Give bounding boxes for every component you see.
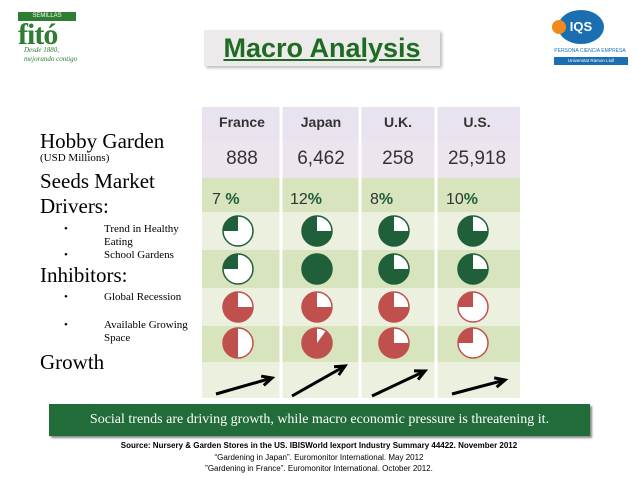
inhibitor-item-label: Available Growing Space — [104, 319, 188, 344]
inhibitors-label: Inhibitors: — [40, 263, 128, 287]
driver-item-label: Trend in Healthy Eating — [104, 223, 179, 248]
harvey-ball-fill — [302, 292, 332, 322]
page-title: Macro Analysis — [204, 30, 440, 66]
growth-label: Growth — [40, 350, 105, 374]
seeds-market-label: Seeds Market — [40, 169, 155, 193]
harvey-ball-fill — [301, 328, 333, 358]
conclusion-banner: Social trends are driving growth, while … — [49, 404, 590, 436]
harvey-ball-fill — [379, 216, 409, 246]
source-line-1: Source: Nursery & Garden Stores in the U… — [120, 441, 518, 450]
growth-arrowhead — [260, 374, 276, 387]
growth-arrowhead — [413, 369, 429, 381]
growth-arrow — [371, 369, 426, 398]
inhibitor-item-label: Global Recession — [104, 291, 182, 303]
logo-brand-top: SEMILLAS — [18, 12, 76, 21]
value-us: 25,918 — [447, 148, 507, 169]
harvey-ball-fill — [302, 216, 332, 246]
percent-japan: 12% — [290, 191, 322, 209]
country-header-france: France — [219, 114, 265, 130]
country-header-uk: U.K. — [384, 114, 412, 130]
logo-tagline-2: mejorando contigo — [24, 55, 78, 63]
value-uk: 258 — [382, 148, 414, 169]
usd-millions-label: (USD Millions) — [40, 152, 110, 164]
percent-value: 8 — [370, 191, 379, 208]
growth-arrow — [451, 378, 506, 396]
percent-us: 10% — [446, 191, 478, 209]
percent-value: 12 — [290, 191, 308, 208]
harvey-ball-fill — [302, 254, 332, 284]
harvey-ball-fill — [458, 328, 473, 343]
driver-item-label: School Gardens — [104, 249, 174, 261]
iqs-logo: IQS PERSONA CIENCIA EMPRESA Universitat … — [548, 10, 632, 66]
country-header-japan: Japan — [300, 114, 342, 130]
country-header-us: U.S. — [463, 114, 491, 130]
bullet-dot: • — [64, 291, 68, 303]
growth-arrowhead — [333, 364, 349, 376]
harvey-ball-fill — [379, 254, 409, 284]
harvey-ball-fill — [379, 328, 409, 358]
logo-brand-main: fitó — [18, 18, 58, 51]
drivers-label: Drivers: — [40, 194, 109, 218]
value-france: 888 — [226, 148, 258, 169]
percent-value: 7 — [212, 191, 221, 208]
growth-arrow — [291, 364, 346, 398]
harvey-ball-fill — [458, 292, 473, 307]
hobby-garden-label: Hobby Garden — [40, 129, 165, 153]
growth-arrowhead — [493, 376, 509, 389]
percent-symbol: % — [463, 191, 479, 208]
harvey-ball-fill — [379, 292, 409, 322]
harvey-ball-fill — [223, 216, 238, 231]
source-line-2: “Gardening in Japan”. Euromonitor Intern… — [214, 453, 424, 462]
harvey-ball-fill — [223, 328, 238, 358]
source-line-3: ”Gardening in France”. Euromonitor Inter… — [205, 464, 433, 473]
bullet-dot: • — [64, 319, 68, 331]
iqs-bar: Universitat Ramon Llull — [554, 57, 628, 65]
percent-value: 10 — [446, 191, 464, 208]
percent-symbol: % — [307, 191, 323, 208]
fito-logo: SEMILLAS fitó Desde 1880, mejorando cont… — [10, 6, 90, 68]
harvey-ball-fill — [458, 254, 488, 284]
value-japan: 6,462 — [297, 148, 345, 169]
percent-symbol: % — [378, 191, 394, 208]
bullet-dot: • — [64, 223, 68, 235]
growth-arrow — [215, 376, 273, 396]
percent-uk: 8% — [370, 191, 393, 209]
harvey-ball-fill — [458, 216, 488, 246]
iqs-mark: IQS — [552, 10, 604, 44]
percent-symbol: % — [225, 191, 240, 208]
bullet-dot: • — [64, 249, 68, 261]
iqs-subtitle: PERSONA CIENCIA EMPRESA — [554, 48, 626, 54]
percent-france: 7 % — [212, 191, 240, 209]
logo-tagline-1: Desde 1880, — [24, 46, 59, 54]
harvey-ball-fill — [223, 292, 253, 322]
harvey-ball-fill — [223, 254, 238, 269]
